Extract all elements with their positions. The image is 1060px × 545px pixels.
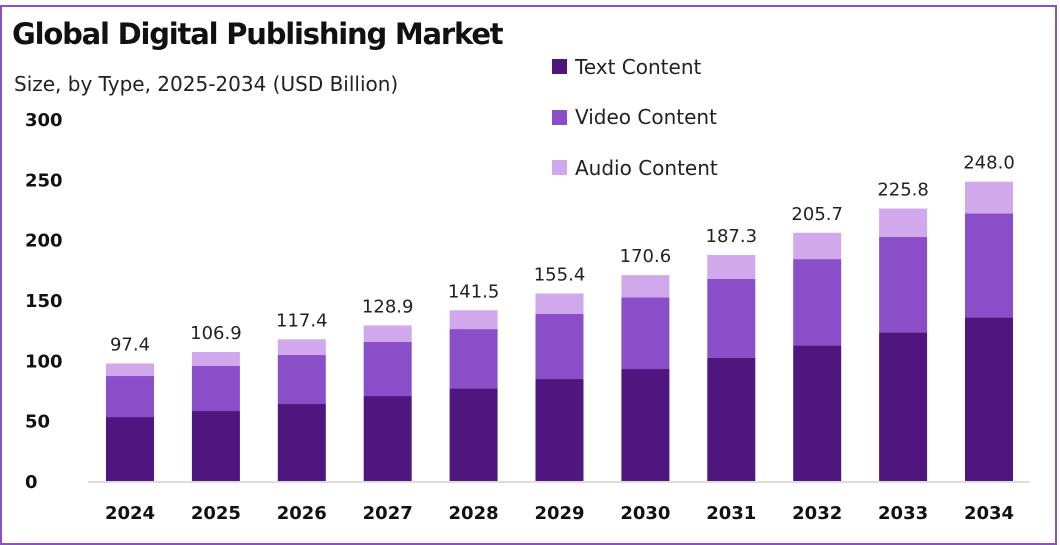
y-tick-label: 100	[25, 351, 63, 372]
x-tick-label: 2034	[964, 503, 1014, 524]
y-tick-label: 150	[25, 291, 63, 312]
legend-label: Video Content	[575, 105, 717, 129]
bar-segment-video-content	[707, 279, 756, 358]
bar-segment-text-content	[965, 317, 1013, 481]
y-tick-label: 50	[25, 412, 50, 433]
bar-segment-video-content	[449, 329, 498, 389]
bar-segment-video-content	[879, 237, 928, 333]
bar-segment-text-content	[879, 332, 928, 481]
bar-segment-audio-content	[879, 208, 928, 238]
bar-segment-audio-content	[535, 293, 584, 314]
bar-segment-video-content	[106, 376, 154, 418]
bar-segment-audio-content	[965, 181, 1013, 214]
bar-segment-audio-content	[793, 232, 842, 260]
chart-subtitle: Size, by Type, 2025-2034 (USD Billion)	[14, 72, 399, 96]
bar-segment-video-content	[277, 355, 326, 405]
bar-segment-video-content	[191, 365, 240, 412]
bar-segment-video-content	[535, 313, 584, 380]
total-data-label: 170.6	[620, 246, 672, 267]
bar-segment-audio-content	[621, 275, 670, 298]
legend-item-audio: Audio Content	[552, 155, 718, 180]
x-tick-label: 2026	[277, 503, 327, 524]
bar-segment-text-content	[535, 379, 584, 481]
legend-label: Text Content	[575, 54, 702, 79]
legend-item-text: Text Content	[552, 54, 718, 79]
bar-segment-text-content	[707, 357, 756, 481]
bar-segment-text-content	[277, 404, 326, 481]
bar-segment-audio-content	[363, 325, 412, 342]
legend-item-video: Video Content	[552, 105, 718, 130]
x-tick-label: 2028	[449, 503, 499, 524]
bar-segment-text-content	[449, 388, 498, 481]
x-tick-label: 2031	[706, 503, 756, 524]
bar-segment-audio-content	[707, 254, 756, 280]
x-tick-label: 2027	[363, 503, 413, 524]
y-tick-label: 250	[25, 170, 63, 191]
bar-segment-audio-content	[277, 339, 326, 356]
total-data-label: 117.4	[276, 310, 328, 331]
bar-segment-audio-content	[449, 310, 498, 330]
total-data-label: 187.3	[706, 226, 758, 247]
bar-segment-text-content	[793, 345, 842, 481]
total-data-label: 141.5	[448, 281, 500, 302]
y-tick-label: 0	[25, 472, 38, 493]
x-tick-label: 2030	[620, 503, 670, 524]
total-data-label: 205.7	[791, 204, 843, 225]
bar-segment-video-content	[793, 259, 842, 346]
bar-segment-text-content	[621, 369, 670, 481]
total-data-label: 106.9	[190, 323, 242, 344]
legend-label: Audio Content	[575, 155, 718, 180]
y-tick-label: 200	[25, 231, 63, 252]
bar-segment-text-content	[191, 411, 240, 481]
legend-swatch-video	[552, 109, 567, 125]
x-tick-label: 2025	[191, 503, 241, 524]
legend-swatch-text	[552, 59, 567, 74]
total-data-label: 225.8	[877, 180, 929, 201]
bar-segment-video-content	[965, 213, 1013, 318]
chart-title: Global Digital Publishing Market	[12, 17, 504, 51]
bar-segment-audio-content	[191, 352, 240, 366]
total-data-label: 128.9	[362, 296, 414, 317]
x-tick-label: 2032	[792, 503, 842, 524]
total-data-label: 97.4	[110, 334, 150, 355]
total-data-label: 155.4	[534, 264, 586, 285]
y-tick-label: 300	[25, 110, 63, 131]
x-tick-label: 2024	[105, 503, 155, 524]
bar-segment-video-content	[363, 341, 412, 397]
bar-segment-text-content	[363, 396, 412, 481]
x-tick-label: 2029	[534, 503, 584, 524]
total-data-label: 248.0	[963, 153, 1015, 174]
bar-segment-audio-content	[106, 363, 154, 377]
legend: Text Content Video Content Audio Content	[552, 54, 718, 206]
x-tick-label: 2033	[878, 503, 928, 524]
legend-swatch-audio	[552, 160, 567, 175]
bar-segment-video-content	[621, 297, 670, 370]
bar-segment-text-content	[106, 417, 154, 481]
